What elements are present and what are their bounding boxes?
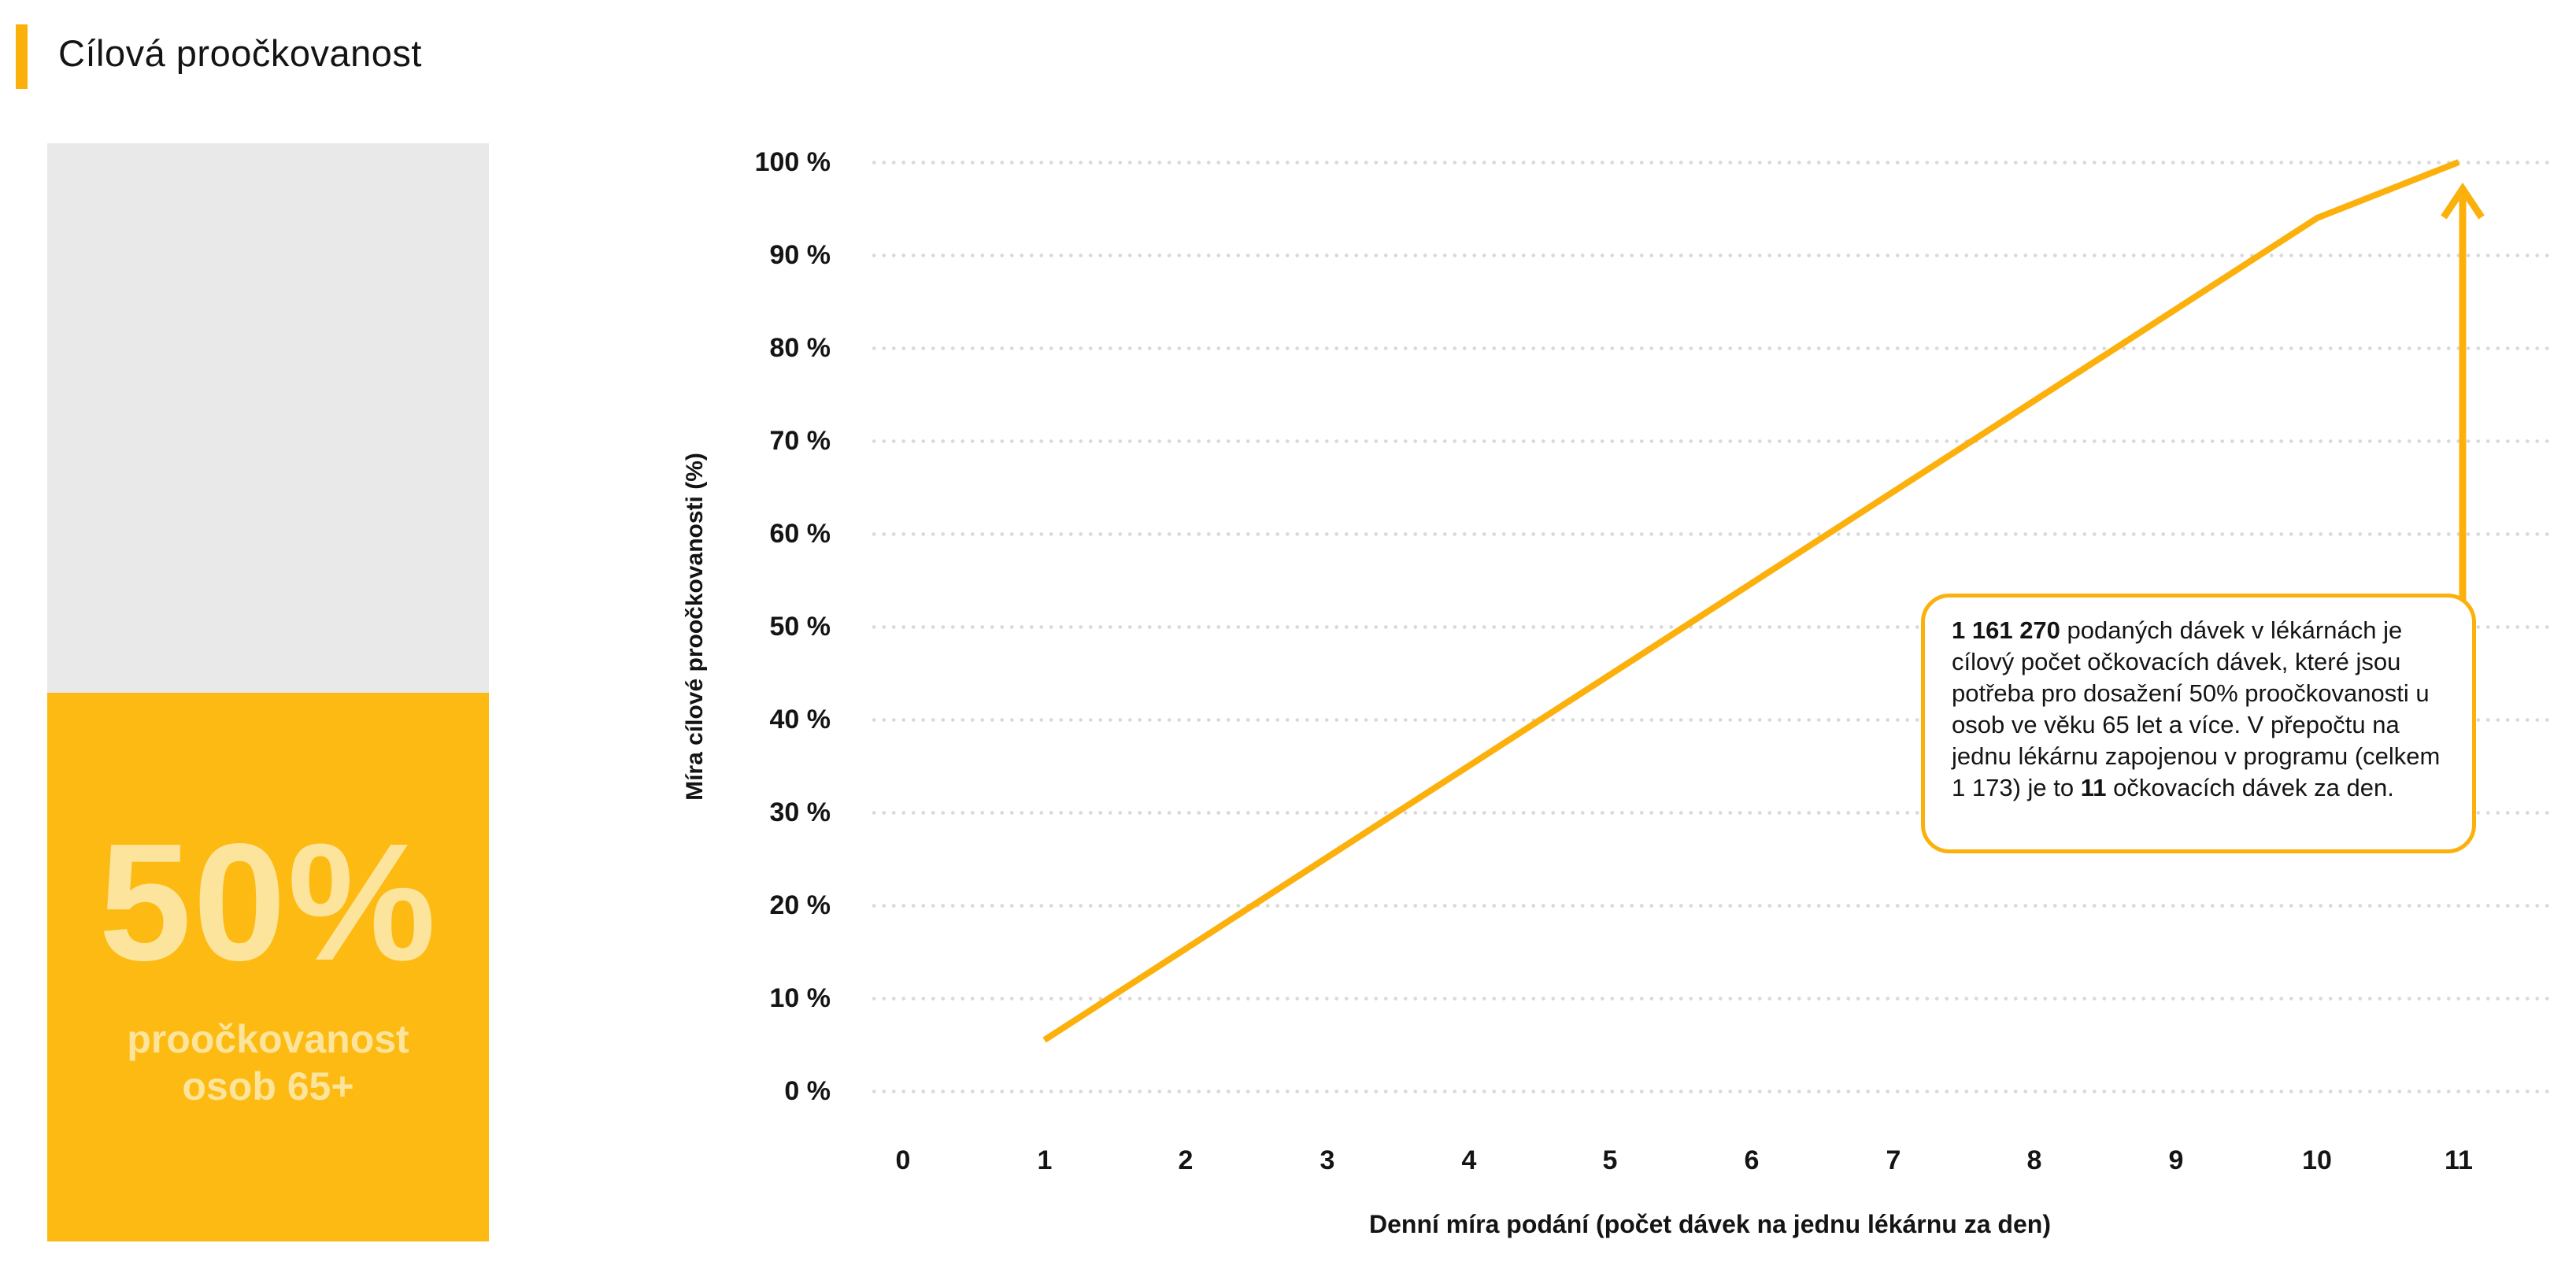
gridline-80: [869, 346, 2551, 350]
x-tick-label-1: 1: [1037, 1145, 1053, 1175]
page-title: Cílová proočkovanost: [58, 32, 422, 74]
stat-value: 50%: [98, 808, 438, 995]
x-tick-label-8: 8: [2026, 1145, 2042, 1175]
gridline-60: [869, 532, 2551, 536]
callout-text-2: očkovacích dávek za den.: [2106, 774, 2394, 801]
gridline-90: [869, 253, 2551, 257]
x-tick-label-11: 11: [2445, 1145, 2473, 1175]
stat-label: proočkovanost osob 65+: [47, 1016, 489, 1110]
callout-dose-total: 1 161 270: [1952, 616, 2060, 644]
y-tick-label-90: 90 %: [769, 240, 831, 270]
gridline-70: [869, 439, 2551, 443]
y-tick-label-70: 70 %: [769, 426, 831, 456]
x-tick-label-3: 3: [1319, 1145, 1335, 1175]
x-tick-label-2: 2: [1178, 1145, 1194, 1175]
stat-card-unfilled-area: [47, 143, 489, 693]
y-axis-title: Míra cílové proočkovanosti (%): [682, 453, 708, 801]
y-tick-label-100: 100 %: [754, 147, 831, 177]
stat-label-line2: osob 65+: [182, 1064, 354, 1108]
stat-label-line1: proočkovanost: [127, 1016, 409, 1061]
callout-daily-doses: 11: [2080, 774, 2107, 801]
gridline-0: [869, 1090, 2551, 1093]
x-tick-label-6: 6: [1744, 1145, 1760, 1175]
gridline-10: [869, 997, 2551, 1001]
y-tick-label-10: 10 %: [769, 983, 831, 1013]
x-tick-label-10: 10: [2302, 1145, 2332, 1175]
x-axis-title: Denní míra podání (počet dávek na jednu …: [1369, 1210, 2051, 1238]
gridline-100: [869, 161, 2551, 165]
stat-card: 50% proočkovanost osob 65+: [47, 143, 489, 1241]
x-tick-label-7: 7: [1886, 1145, 1901, 1175]
y-tick-label-30: 30 %: [769, 797, 831, 827]
gridline-20: [869, 904, 2551, 908]
y-tick-label-60: 60 %: [769, 519, 831, 549]
title-accent-bar: [16, 24, 28, 89]
y-tick-label-40: 40 %: [769, 705, 831, 734]
x-tick-label-4: 4: [1461, 1145, 1477, 1175]
callout-text-1: podaných dávek v lékárnách je cílový poč…: [1952, 616, 2441, 801]
x-tick-label-0: 0: [895, 1145, 911, 1175]
annotation-callout: 1 161 270 podaných dávek v lékárnách je …: [1921, 594, 2476, 853]
y-tick-label-80: 80 %: [769, 333, 831, 363]
x-tick-label-9: 9: [2168, 1145, 2184, 1175]
y-tick-label-50: 50 %: [769, 612, 831, 642]
stat-card-filled-area: 50% proočkovanost osob 65+: [47, 692, 489, 1241]
x-tick-label-5: 5: [1602, 1145, 1618, 1175]
callout-arrow: [2441, 182, 2485, 606]
y-tick-label-0: 0 %: [784, 1076, 831, 1106]
y-tick-label-20: 20 %: [769, 890, 831, 920]
